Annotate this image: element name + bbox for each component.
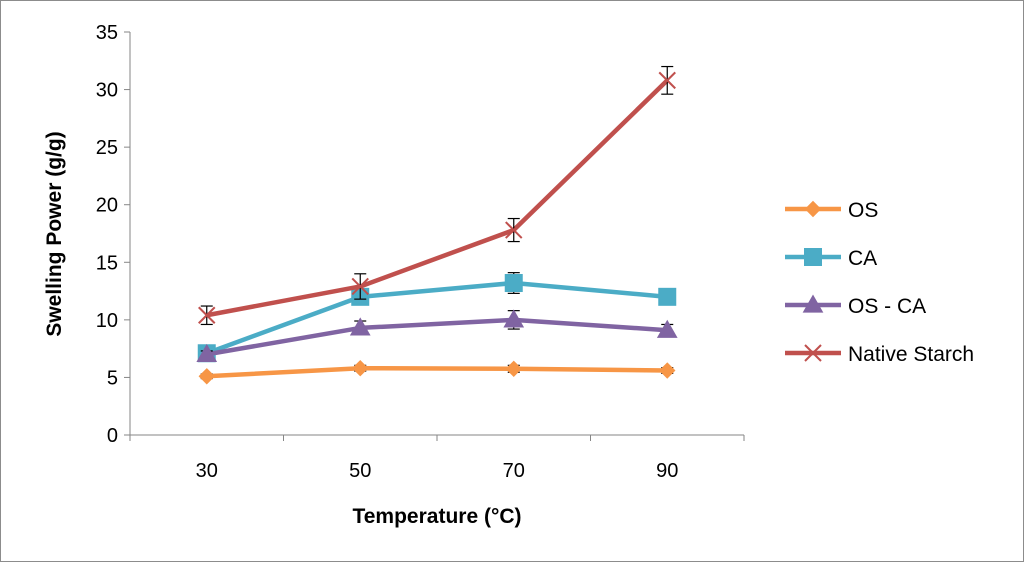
series-native-starch — [198, 65, 676, 326]
data-point — [658, 71, 676, 90]
marker-stroke — [198, 306, 216, 324]
legend-label: OS - CA — [848, 295, 926, 318]
series-line — [206, 365, 668, 379]
y-tick-label: 0 — [107, 425, 118, 447]
legend-label: OS — [848, 199, 878, 222]
marker-stroke — [351, 277, 369, 296]
data-point — [505, 221, 523, 239]
legend-swatch-marker — [802, 294, 824, 313]
y-axis-title: Swelling Power (g/g) — [43, 131, 66, 336]
x-tick-label: 50 — [349, 460, 371, 482]
data-point — [656, 319, 678, 338]
data-point — [349, 317, 371, 336]
legend: OS CA OS - CA Native Starch — [785, 199, 974, 366]
y-tick-label: 10 — [96, 310, 118, 332]
legend-swatch-marker — [804, 248, 822, 266]
series-line — [205, 280, 668, 356]
series-line — [206, 78, 669, 318]
axes: 0 5 10 15 20 25 30 35 30 50 70 90 — [96, 22, 745, 482]
y-tick-label: 15 — [96, 252, 118, 274]
marker-stroke — [505, 221, 523, 239]
series-ca — [197, 272, 677, 363]
x-tick-label: 70 — [503, 460, 525, 482]
y-tick-label: 25 — [96, 137, 118, 159]
legend-label: Native Starch — [848, 343, 974, 366]
legend-item-ca: CA — [785, 247, 877, 270]
series-os-ca — [196, 309, 678, 363]
series-layer — [196, 65, 678, 385]
data-point — [505, 360, 522, 377]
legend-item-native-starch: Native Starch — [785, 343, 974, 366]
data-point — [351, 277, 369, 296]
data-point — [352, 360, 369, 377]
legend-swatch-marker — [804, 200, 822, 218]
legend-label: CA — [848, 247, 877, 270]
data-point — [504, 274, 523, 293]
data-point — [503, 309, 525, 328]
marker-stroke — [804, 344, 822, 362]
data-point — [658, 287, 677, 306]
legend-swatch-marker — [804, 344, 822, 362]
legend-item-os-ca: OS - CA — [785, 294, 926, 318]
y-tick-label: 30 — [96, 80, 118, 102]
x-axis-title: Temperature (°C) — [352, 505, 521, 528]
y-tick-label: 5 — [107, 367, 118, 389]
data-point — [198, 368, 215, 385]
x-tick-label: 90 — [656, 460, 678, 482]
y-tick-label: 20 — [96, 195, 118, 217]
y-tick-label: 35 — [96, 22, 118, 44]
x-tick-label: 30 — [196, 460, 218, 482]
data-point — [196, 343, 218, 363]
data-point — [659, 362, 676, 379]
data-point — [198, 306, 216, 324]
legend-item-os: OS — [785, 199, 878, 222]
series-line — [206, 317, 668, 357]
series-os — [198, 360, 676, 385]
marker-stroke — [658, 71, 676, 90]
